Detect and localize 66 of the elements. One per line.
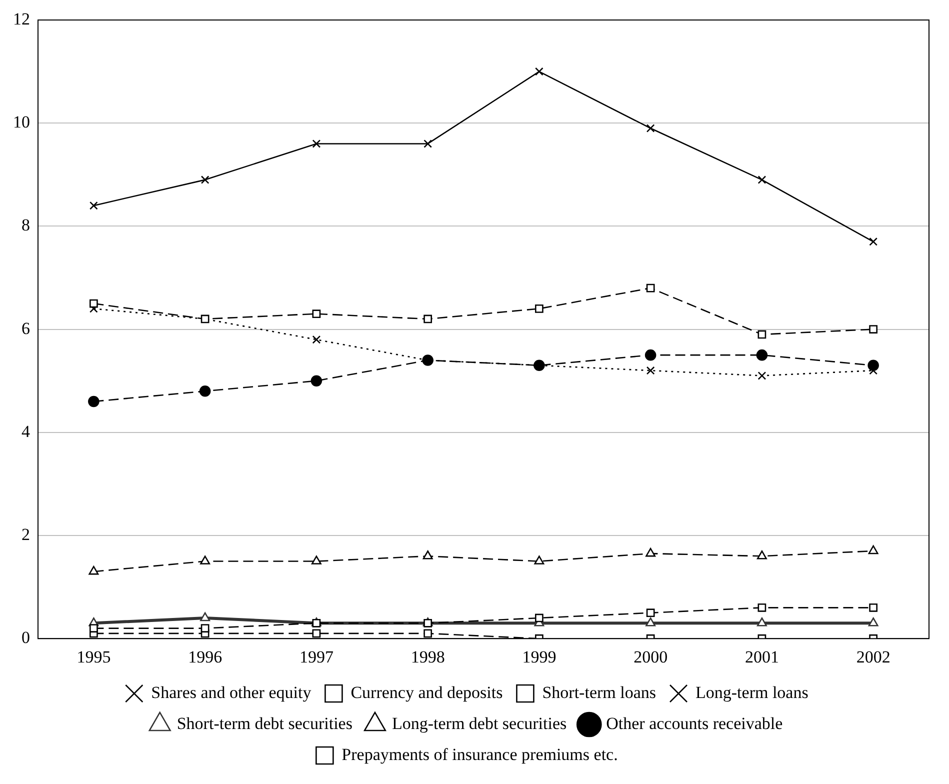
legend-label: Short-term loans: [542, 682, 656, 702]
legend-label: Long-term debt securities: [392, 714, 567, 733]
point: [535, 614, 544, 622]
x-tick-label: 1998: [410, 647, 445, 666]
y-tick-label: 8: [22, 216, 30, 235]
x-tick-label: 2002: [856, 647, 890, 666]
point: [88, 396, 100, 408]
x-tick-label: 1999: [522, 647, 556, 666]
point: [756, 550, 767, 560]
y-tick-label: 10: [13, 112, 30, 132]
x-tick-label: 1996: [188, 647, 222, 666]
point: [869, 325, 878, 334]
point: [310, 375, 322, 386]
x-tick-label: 1995: [76, 647, 111, 666]
point: [424, 629, 432, 638]
point: [200, 612, 210, 622]
point: [534, 556, 544, 564]
point: [868, 617, 878, 626]
legend-label: Currency and deposits: [350, 682, 503, 702]
point: [869, 603, 878, 612]
point: [422, 550, 433, 560]
point: [200, 556, 210, 564]
point: [312, 310, 321, 318]
point: [756, 617, 767, 626]
legend-label: Other accounts receivable: [606, 714, 783, 733]
point: [646, 284, 655, 292]
point: [646, 617, 656, 626]
point: [88, 566, 99, 575]
point: [312, 629, 321, 638]
point: [758, 176, 766, 184]
legend-label: Long-term loans: [696, 682, 808, 702]
legend-label: Short-term debt securities: [176, 714, 352, 733]
point: [535, 304, 544, 313]
legend-label: Shares and other equity: [151, 682, 312, 702]
x-tick-label: 2000: [634, 647, 668, 666]
point: [311, 556, 322, 564]
point: [756, 349, 768, 361]
point: [424, 314, 432, 324]
point: [200, 624, 210, 632]
point: [312, 335, 321, 344]
point: [535, 67, 544, 76]
point: [312, 140, 321, 148]
y-tick-label: 6: [22, 318, 30, 338]
x-tick-label: 1997: [299, 647, 334, 666]
point: [90, 624, 98, 632]
point: [868, 545, 878, 554]
point: [646, 124, 655, 132]
y-tick-label: 0: [22, 628, 30, 648]
point: [758, 372, 766, 380]
y-tick-label: 2: [22, 524, 30, 544]
point: [646, 548, 656, 557]
point: [90, 201, 98, 210]
y-tick-label: 12: [13, 9, 30, 28]
point: [758, 330, 766, 339]
point: [758, 603, 766, 612]
point: [90, 299, 98, 308]
y-tick-label: 4: [22, 422, 30, 441]
point: [199, 386, 211, 397]
point: [424, 140, 432, 148]
legend-label: Prepayments of insurance premiums etc.: [342, 744, 618, 764]
point: [200, 176, 210, 184]
point: [646, 608, 655, 618]
point: [646, 366, 655, 375]
point: [644, 349, 656, 361]
x-tick-label: 2001: [744, 647, 779, 666]
point: [869, 237, 878, 246]
